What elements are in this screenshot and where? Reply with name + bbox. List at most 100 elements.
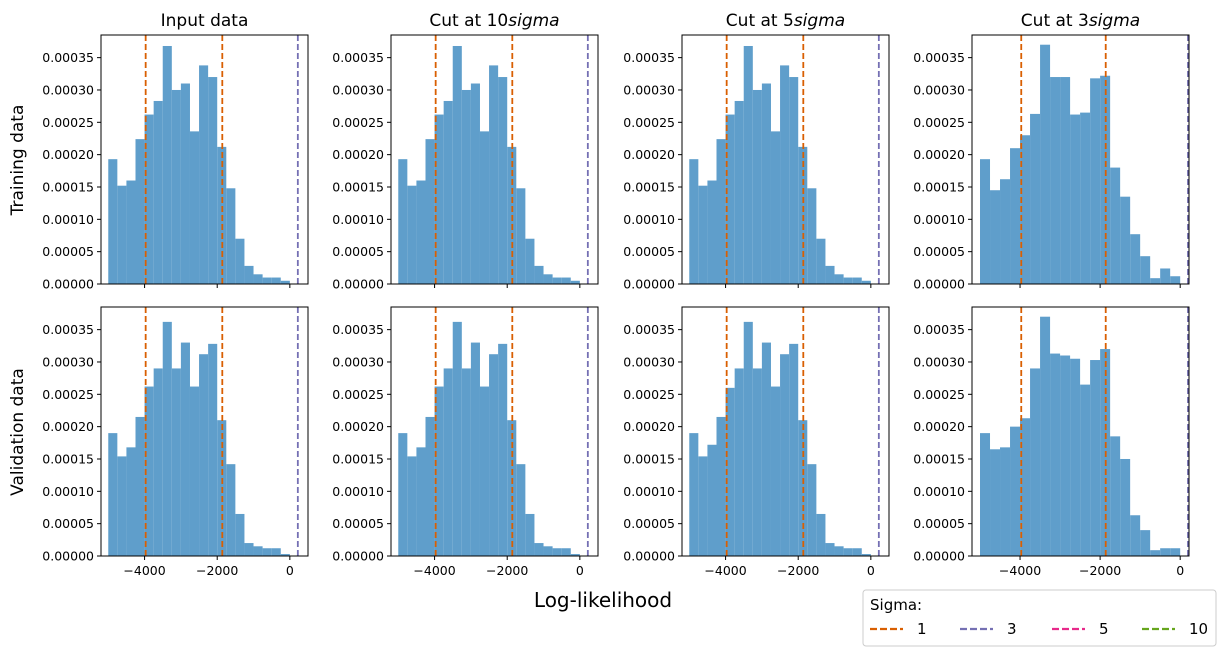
y-tick-label: 0.00005 (913, 516, 965, 531)
histogram-bar (452, 321, 462, 556)
y-tick-label: 0.00025 (42, 115, 94, 130)
histogram-bar (452, 45, 462, 284)
histogram-bar (698, 185, 708, 284)
histogram-bar (226, 464, 236, 556)
column-title-italic: sigma (1089, 11, 1140, 31)
histogram-bar (1130, 234, 1141, 284)
histogram-bar (561, 548, 571, 556)
panel-r1c2: 0.00000 0.00005 0.00010 0.00015 0.00020 0.000… (623, 306, 890, 578)
y-tick-label: 0.00020 (623, 147, 675, 162)
column-title: Cut at 3sigma (1021, 11, 1140, 31)
histogram-bar (407, 185, 417, 284)
histogram-bar (1050, 353, 1061, 556)
histogram-bar (1170, 548, 1181, 556)
histogram-bar (199, 354, 209, 556)
histogram-bar (516, 188, 526, 284)
axes-frame (971, 306, 1190, 557)
legend: Sigma: 1 3 5 10 (862, 589, 1217, 647)
column-title: Cut at 10sigma (429, 11, 559, 31)
y-tick-label: 0.00010 (42, 484, 94, 499)
x-tick-label: −4000 (999, 563, 1041, 578)
panel-grid: 0.00000 0.00005 0.00010 0.00015 0.00020 0.000… (42, 11, 1190, 578)
histogram-bar (1080, 384, 1091, 556)
y-tick-label: 0.00035 (623, 50, 675, 65)
y-tick-label: 0.00015 (623, 179, 675, 194)
histogram-bar (852, 548, 862, 556)
y-tick-label: 0.00035 (42, 322, 94, 337)
y-tick-label: 0.00035 (42, 50, 94, 65)
histogram-bar (1170, 276, 1181, 284)
histogram-bar (1160, 268, 1171, 284)
x-tick-label: −2000 (1079, 563, 1121, 578)
histogram-bar (108, 159, 118, 284)
histogram-bar (716, 416, 726, 556)
histogram-bar (1070, 358, 1081, 556)
histogram-bar (525, 513, 535, 556)
histogram-bar (1090, 360, 1101, 556)
axes-frame (100, 34, 309, 285)
x-tick-label: −2000 (486, 563, 528, 578)
histogram-bar (743, 45, 753, 284)
y-tick-label: 0.00025 (913, 387, 965, 402)
y-tick-label: 0.00030 (913, 354, 965, 369)
histogram-bar (398, 433, 408, 556)
x-tick-label: −4000 (123, 563, 165, 578)
histogram-bar (1110, 436, 1121, 556)
column-title-italic: sigma (508, 11, 559, 31)
y-tick-label: 0.00000 (623, 549, 675, 564)
histogram-bar (489, 354, 499, 556)
x-tick-label: −2000 (777, 563, 819, 578)
histogram-bar (199, 65, 209, 284)
histogram-bar (135, 416, 145, 556)
histogram-bar (489, 65, 499, 284)
histogram-bar (525, 238, 535, 284)
x-tick-label: −2000 (196, 563, 238, 578)
histogram-bar (262, 277, 272, 284)
histogram-bar (244, 265, 254, 284)
y-tick-label: 0.00020 (332, 419, 384, 434)
histogram-bar (570, 554, 580, 556)
y-tick-label: 0.00015 (42, 451, 94, 466)
x-tick-label: 0 (286, 563, 294, 578)
histogram-bar (725, 114, 735, 284)
histogram-bar (117, 456, 127, 556)
y-tick-label: 0.00025 (332, 115, 384, 130)
histogram-bar (816, 513, 826, 556)
histogram-bar (1040, 316, 1051, 556)
histogram-bar (461, 368, 471, 556)
y-tick-label: 0.00005 (332, 516, 384, 531)
histogram-bar (479, 386, 490, 556)
histogram-bar (1070, 114, 1081, 284)
y-tick-label: 0.00015 (913, 451, 965, 466)
histogram-bar (226, 188, 236, 284)
y-tick-label: 0.00005 (42, 516, 94, 531)
y-tick-label: 0.00010 (42, 212, 94, 227)
y-tick-label: 0.00035 (913, 322, 965, 337)
histogram-bar (479, 131, 490, 284)
histogram-bar (1010, 148, 1021, 284)
legend-title: Sigma: (870, 596, 922, 614)
histogram-bar (752, 368, 762, 556)
histogram-bar (980, 433, 991, 556)
histogram-bar (1120, 196, 1131, 284)
histogram-bar (1130, 515, 1141, 556)
histogram-bar (1050, 77, 1061, 284)
histogram-bar (1160, 548, 1171, 556)
histogram-bar (816, 238, 826, 284)
y-tick-label: 0.00010 (332, 212, 384, 227)
histogram-bar (707, 180, 717, 284)
legend-frame (862, 589, 1217, 647)
histogram-bar (280, 280, 290, 284)
y-tick-label: 0.00010 (913, 484, 965, 499)
histogram-bar (1140, 256, 1151, 284)
y-tick-label: 0.00000 (623, 277, 675, 292)
column-title-text: Input data (161, 11, 249, 31)
x-tick-label: −4000 (704, 563, 746, 578)
y-tick-label: 0.00005 (913, 244, 965, 259)
row-label-validation: Validation data (8, 368, 28, 496)
y-tick-label: 0.00020 (913, 419, 965, 434)
histogram-bar (543, 274, 553, 284)
histogram-bar (208, 77, 218, 284)
histogram-bar (761, 342, 771, 556)
